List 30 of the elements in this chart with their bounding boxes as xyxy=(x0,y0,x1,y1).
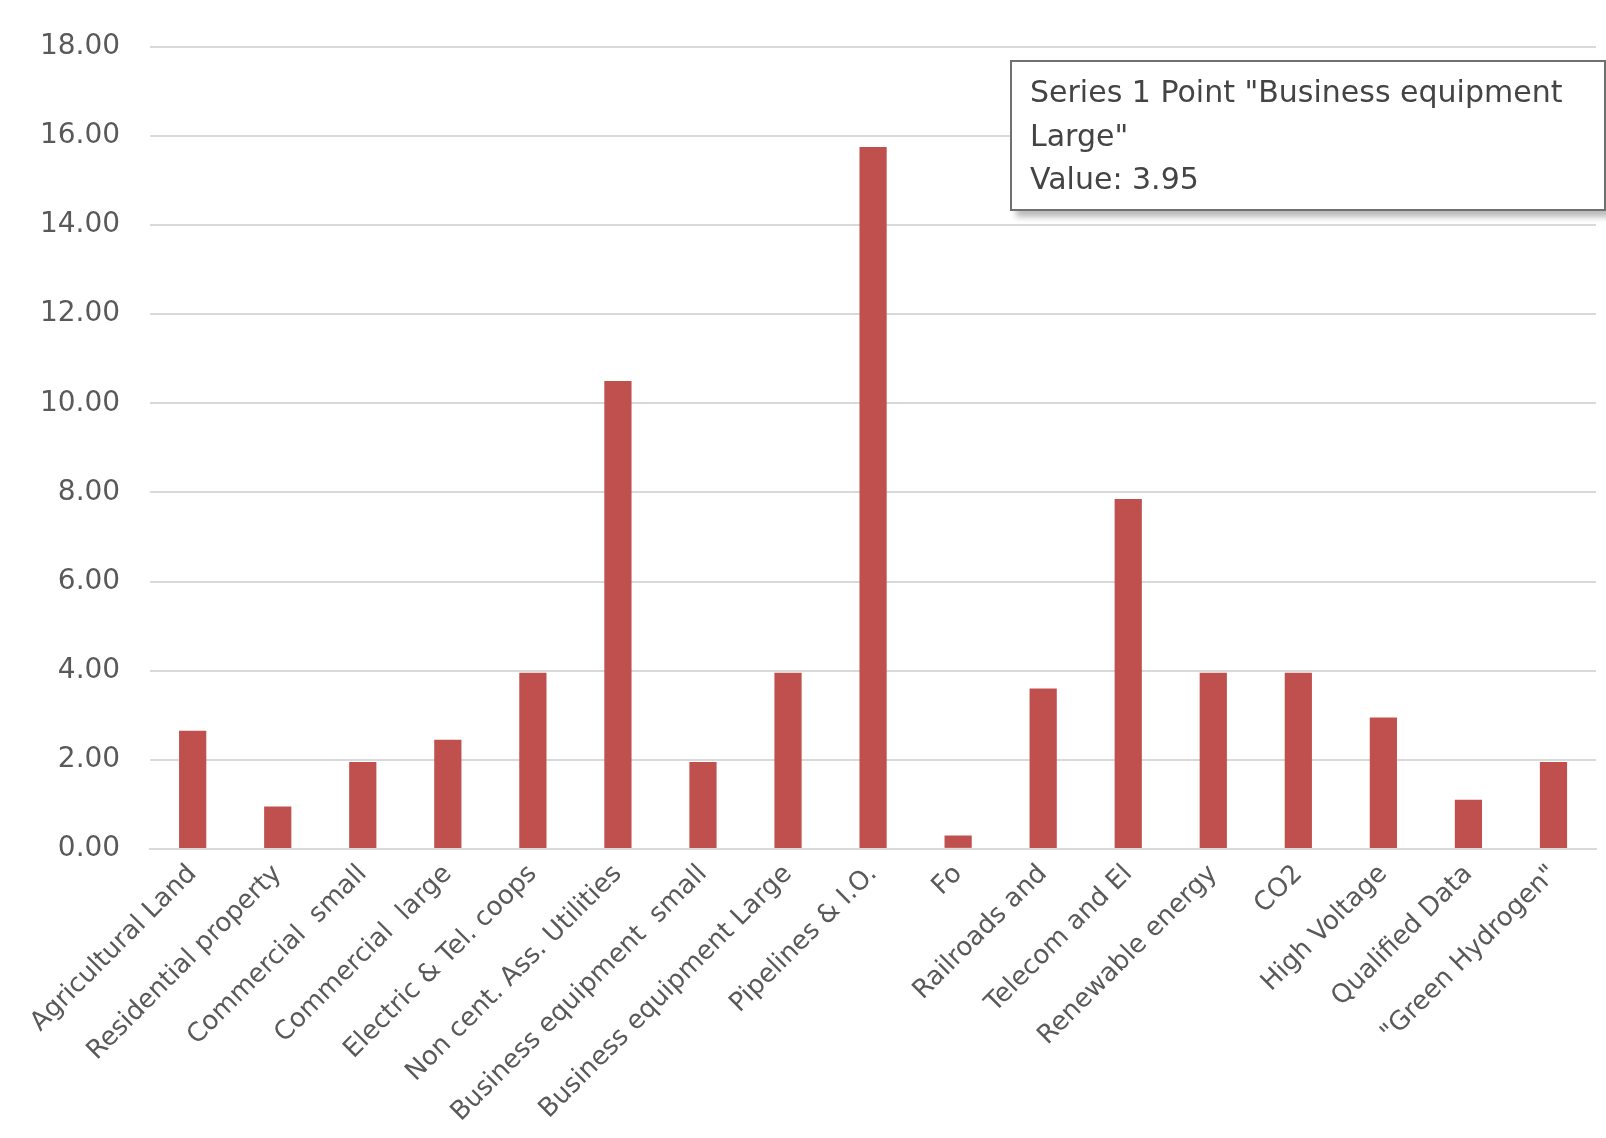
y-tick-label: 4.00 xyxy=(57,651,121,685)
bar xyxy=(1114,499,1142,848)
bar xyxy=(1454,799,1483,848)
x-tick-label: Fo xyxy=(924,857,968,901)
bar xyxy=(349,761,377,848)
annotation: Series 1 Point "Business equipment Large" xyxy=(1030,73,1564,155)
annotation: Value: 3.95 xyxy=(1030,160,1200,198)
bar xyxy=(1199,672,1227,848)
bar xyxy=(1284,672,1312,848)
bar xyxy=(689,761,717,848)
bar xyxy=(774,672,802,848)
y-tick-label: 12.00 xyxy=(39,295,121,329)
bar xyxy=(1369,717,1397,848)
bar xyxy=(944,835,972,848)
y-tick-label: 0.00 xyxy=(57,830,121,864)
y-tick-label: 18.00 xyxy=(39,28,121,62)
bar xyxy=(1539,761,1568,848)
y-tick-label: 2.00 xyxy=(57,741,121,775)
bar xyxy=(434,739,462,848)
bar xyxy=(264,806,292,848)
y-tick-label: 6.00 xyxy=(57,562,121,596)
bar xyxy=(179,730,207,848)
y-tick-label: 8.00 xyxy=(57,473,121,507)
bar xyxy=(604,381,632,848)
y-tick-label: 14.00 xyxy=(39,206,121,240)
y-tick-label: 10.00 xyxy=(39,384,121,418)
bar xyxy=(519,672,547,848)
bar xyxy=(859,147,887,848)
bar xyxy=(1029,688,1057,848)
y-tick-label: 16.00 xyxy=(39,117,121,151)
